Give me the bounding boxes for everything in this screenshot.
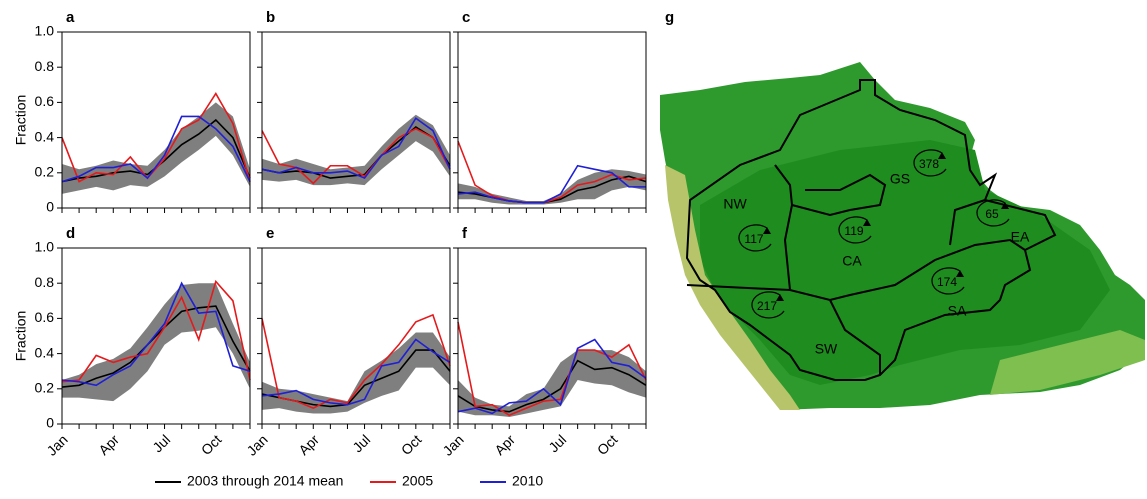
region-value: 117 xyxy=(744,232,763,246)
x-tick-label: Jan xyxy=(439,431,466,458)
legend-label: 2010 xyxy=(512,473,543,489)
panel-label: c xyxy=(462,9,470,26)
region-name: GS xyxy=(890,171,910,187)
region-name: SW xyxy=(815,341,838,357)
figure: g GS 378 NW 117 CA 119 EA 65 SA 174 SW 217 0 0.2 0.4 0.… xyxy=(0,0,1147,494)
panel-label: g xyxy=(665,9,674,26)
y-axis-label: Fraction xyxy=(13,311,29,362)
x-tick-label: Jul xyxy=(349,431,373,455)
region-value: 65 xyxy=(985,207,999,221)
y-tick-label: 0 xyxy=(46,199,54,215)
region-value: 217 xyxy=(757,299,777,313)
panel-label: f xyxy=(462,225,468,242)
y-tick-label: 0.8 xyxy=(35,58,55,74)
y-tick-label: 0 xyxy=(46,415,54,431)
y-axis-label: Fraction xyxy=(13,95,29,146)
legend-label: 2005 xyxy=(402,473,433,489)
x-tick-label: Jan xyxy=(43,431,70,458)
y-tick-label: 0.4 xyxy=(35,344,55,360)
y-tick-label: 0.2 xyxy=(35,164,55,180)
y-tick-label: 0.6 xyxy=(35,93,55,109)
y-tick-label: 1.0 xyxy=(35,23,55,39)
x-tick-label: Apr xyxy=(295,431,322,458)
range-band xyxy=(62,102,250,194)
panel-label: b xyxy=(266,9,275,26)
region-value: 119 xyxy=(844,224,863,238)
region-name: CA xyxy=(842,253,862,269)
region-value: 174 xyxy=(937,275,957,289)
region-value: 378 xyxy=(919,157,939,171)
x-tick-label: Oct xyxy=(198,431,225,458)
x-tick-label: Jul xyxy=(149,431,173,455)
y-tick-label: 1.0 xyxy=(35,239,55,255)
y-tick-label: 0.4 xyxy=(35,128,55,144)
panel-label: a xyxy=(66,9,75,26)
x-tick-label: Oct xyxy=(594,431,621,458)
x-tick-label: Jul xyxy=(545,431,569,455)
panel-label: d xyxy=(66,225,75,242)
region-name: EA xyxy=(1011,229,1030,245)
x-tick-label: Oct xyxy=(398,431,425,458)
x-tick-label: Apr xyxy=(491,431,518,458)
x-tick-label: Apr xyxy=(95,431,122,458)
y-tick-label: 0.2 xyxy=(35,380,55,396)
region-name: SA xyxy=(948,303,967,319)
y-tick-label: 0.8 xyxy=(35,274,55,290)
range-band xyxy=(458,350,646,417)
y-tick-label: 0.6 xyxy=(35,309,55,325)
x-tick-label: Jan xyxy=(243,431,270,458)
region-name: NW xyxy=(723,196,747,212)
panel-label: e xyxy=(266,225,274,242)
legend-label: 2003 through 2014 mean xyxy=(187,473,343,489)
map-panel: g GS 378 NW 117 CA 119 EA 65 SA 174 SW 217 xyxy=(660,9,1145,410)
